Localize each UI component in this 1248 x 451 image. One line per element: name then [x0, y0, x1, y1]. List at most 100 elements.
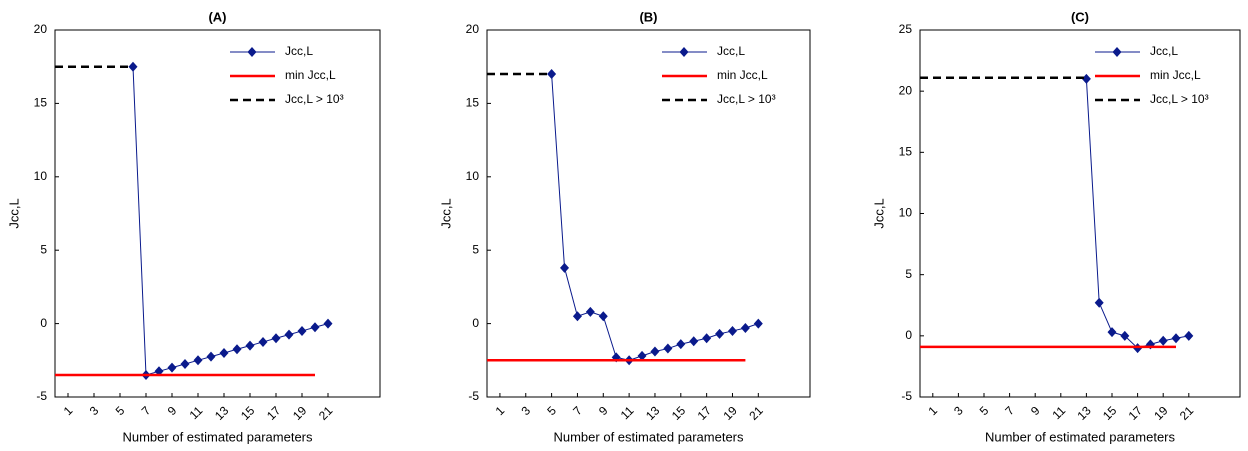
- y-axis-label: Jcc,L: [871, 198, 886, 228]
- data-point: [663, 343, 673, 354]
- x-tick-label: 7: [139, 403, 154, 418]
- data-point: [180, 358, 190, 369]
- x-tick-label: 1: [926, 403, 941, 418]
- x-tick-label: 1: [61, 403, 76, 418]
- series-line: [1085, 78, 1189, 349]
- x-tick-label: 5: [977, 403, 992, 418]
- x-tick-label: 3: [951, 403, 966, 418]
- legend-label: Jcc,L: [717, 44, 745, 58]
- plot-area: [919, 29, 1241, 398]
- data-point: [323, 318, 333, 329]
- x-tick-label: 15: [669, 403, 689, 423]
- y-tick-label: -5: [901, 389, 912, 403]
- chart-title: (A): [208, 9, 226, 24]
- data-point: [689, 336, 699, 347]
- x-tick-label: 7: [570, 403, 585, 418]
- x-tick-label: 9: [596, 403, 611, 418]
- x-tick-label: 11: [1049, 403, 1068, 422]
- data-point: [1081, 73, 1091, 84]
- data-point: [1171, 333, 1181, 344]
- data-point: [637, 350, 647, 361]
- x-tick-label: 5: [113, 403, 128, 418]
- x-tick-label: 19: [720, 403, 740, 423]
- legend-label: min Jcc,L: [1150, 68, 1201, 82]
- legend-label: Jcc,L > 10³: [1150, 92, 1209, 106]
- data-point: [219, 347, 229, 358]
- y-tick-label: 0: [40, 316, 47, 330]
- y-axis-label: Jcc,L: [6, 198, 21, 228]
- x-tick-label: 21: [1177, 403, 1197, 423]
- data-point: [271, 333, 281, 344]
- legend-label: min Jcc,L: [717, 68, 768, 82]
- x-tick-label: 3: [518, 403, 533, 418]
- chart-title: (C): [1071, 9, 1089, 24]
- data-point: [310, 322, 320, 333]
- y-tick-label: 5: [40, 242, 47, 256]
- y-tick-label: 20: [466, 22, 480, 36]
- series-line: [132, 66, 329, 376]
- data-point: [676, 339, 686, 350]
- x-tick-label: 15: [238, 403, 258, 423]
- data-point: [1158, 335, 1168, 346]
- legend-label: Jcc,L > 10³: [717, 92, 776, 106]
- y-tick-label: 15: [466, 96, 480, 110]
- plot-area: [54, 29, 381, 398]
- y-tick-label: 20: [899, 83, 913, 97]
- x-tick-label: 9: [165, 403, 180, 418]
- y-tick-label: 5: [905, 267, 912, 281]
- data-point: [598, 311, 608, 322]
- data-point: [1094, 297, 1104, 308]
- data-point: [193, 355, 203, 366]
- x-tick-label: 13: [643, 403, 663, 423]
- data-point: [585, 306, 595, 317]
- x-tick-label: 11: [618, 403, 637, 422]
- y-tick-label: 15: [899, 145, 913, 159]
- x-tick-label: 1: [493, 403, 508, 418]
- legend-label: Jcc,L: [285, 44, 313, 58]
- series-line: [551, 74, 759, 361]
- data-point: [727, 325, 737, 336]
- data-point: [128, 61, 138, 72]
- data-point: [1120, 330, 1130, 341]
- x-tick-label: 17: [695, 403, 715, 423]
- y-tick-label: 20: [34, 22, 48, 36]
- plot-area: [486, 29, 811, 398]
- data-point: [245, 340, 255, 351]
- x-axis-label: Number of estimated parameters: [122, 429, 313, 444]
- y-tick-label: 0: [472, 316, 479, 330]
- x-tick-label: 7: [1002, 403, 1017, 418]
- data-point: [258, 336, 268, 347]
- legend-label: Jcc,L: [1150, 44, 1178, 58]
- legend-marker: [247, 47, 257, 57]
- legend-marker: [679, 47, 689, 57]
- y-tick-label: 10: [466, 169, 480, 183]
- x-axis-label: Number of estimated parameters: [553, 429, 744, 444]
- data-point: [1184, 330, 1194, 341]
- data-point: [650, 346, 660, 357]
- legend-label: min Jcc,L: [285, 68, 336, 82]
- x-tick-label: 19: [290, 403, 310, 423]
- y-tick-label: -5: [36, 389, 47, 403]
- x-tick-label: 21: [316, 403, 336, 423]
- data-point: [297, 325, 307, 336]
- data-point: [715, 328, 725, 339]
- x-tick-label: 19: [1151, 403, 1171, 423]
- y-tick-label: 10: [34, 169, 48, 183]
- data-point: [572, 311, 582, 322]
- x-tick-label: 9: [1028, 403, 1043, 418]
- x-tick-label: 13: [1074, 403, 1094, 423]
- data-point: [206, 351, 216, 362]
- y-tick-label: 0: [905, 328, 912, 342]
- y-tick-label: 25: [899, 22, 913, 36]
- x-tick-label: 17: [1126, 403, 1146, 423]
- y-tick-label: -5: [468, 389, 479, 403]
- data-point: [1107, 327, 1117, 338]
- data-point: [702, 333, 712, 344]
- data-point: [232, 344, 242, 355]
- data-point: [547, 69, 557, 80]
- x-tick-label: 11: [187, 403, 206, 422]
- x-tick-label: 21: [746, 403, 766, 423]
- x-axis-label: Number of estimated parameters: [985, 429, 1176, 444]
- chart-title: (B): [639, 9, 657, 24]
